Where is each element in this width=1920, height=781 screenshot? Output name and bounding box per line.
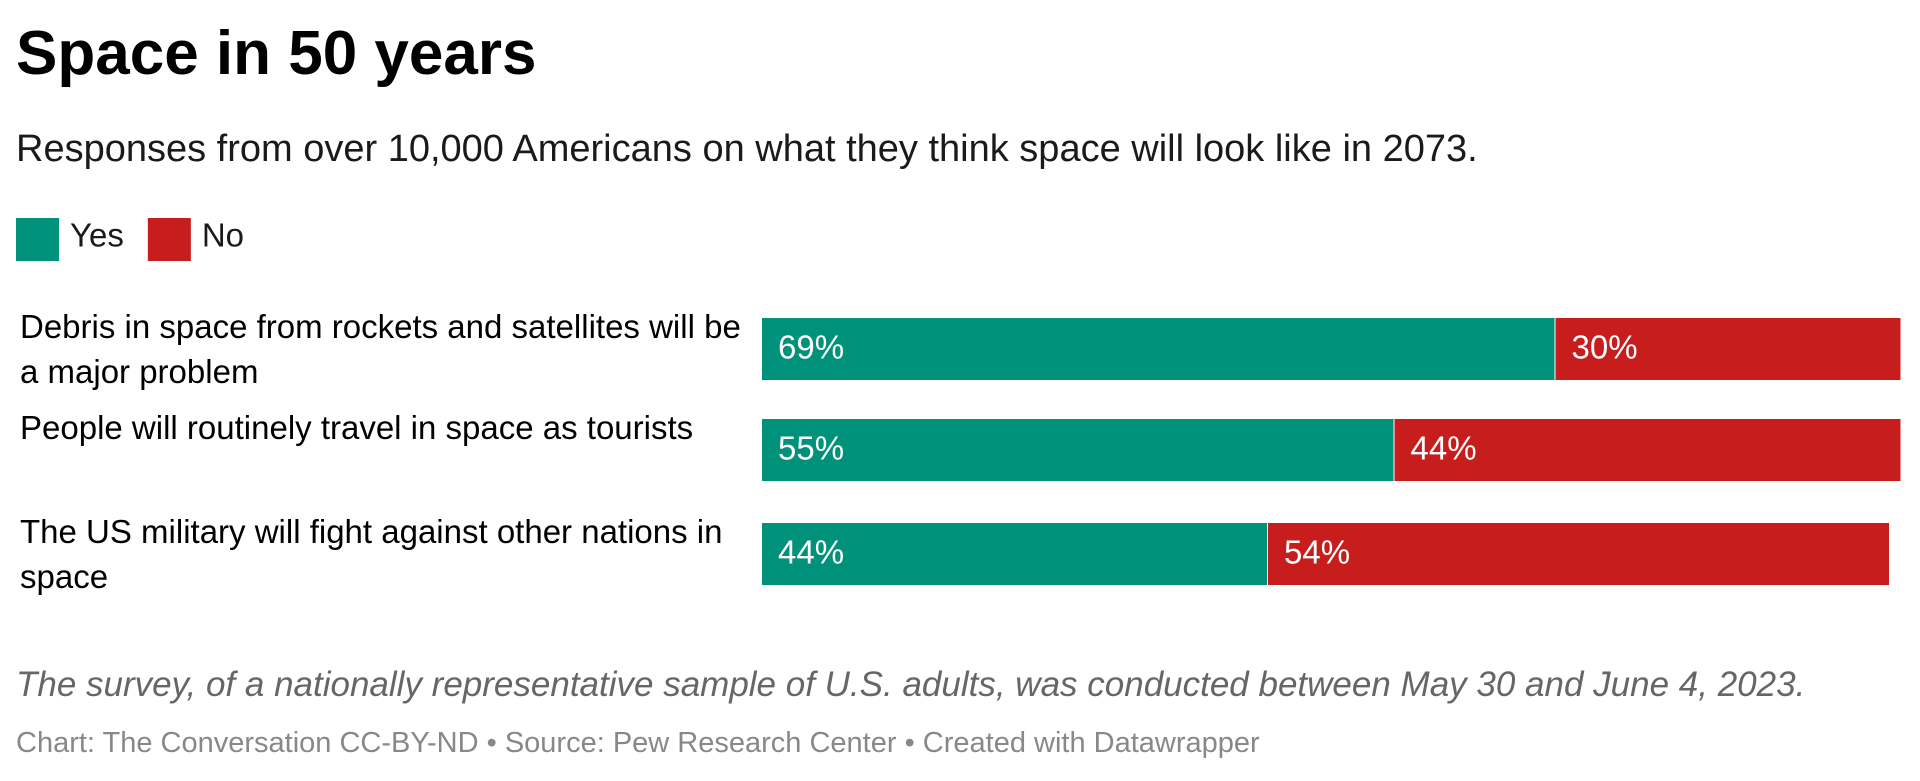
legend-swatch bbox=[16, 218, 59, 261]
category-label: People will routinely travel in space as… bbox=[20, 409, 694, 446]
bar-segment bbox=[762, 419, 1395, 481]
bar-segment bbox=[762, 318, 1556, 380]
legend-label: No bbox=[202, 217, 244, 254]
category-label: Debris in space from rockets and satelli… bbox=[20, 308, 741, 390]
value-label: 69% bbox=[778, 329, 844, 366]
legend-label: Yes bbox=[70, 217, 124, 254]
bar-segment bbox=[1555, 318, 1901, 380]
note: The survey, of a nationally representati… bbox=[16, 665, 1806, 704]
source: Chart: The Conversation CC-BY-ND • Sourc… bbox=[16, 727, 1260, 759]
chart-title: Space in 50 years bbox=[16, 19, 537, 88]
value-label: 44% bbox=[778, 534, 844, 571]
legend-swatch bbox=[147, 218, 191, 261]
value-label: 55% bbox=[778, 430, 844, 467]
value-label: 30% bbox=[1572, 329, 1638, 366]
chart-subtitle: Responses from over 10,000 Americans on … bbox=[16, 128, 1478, 170]
bar-segment bbox=[1394, 419, 1901, 481]
value-label: 44% bbox=[1411, 430, 1477, 467]
bar-segment bbox=[1268, 523, 1889, 585]
bar-segment bbox=[762, 523, 1268, 585]
category-label: The US military will fight against other… bbox=[20, 513, 723, 595]
value-label: 54% bbox=[1284, 534, 1350, 571]
